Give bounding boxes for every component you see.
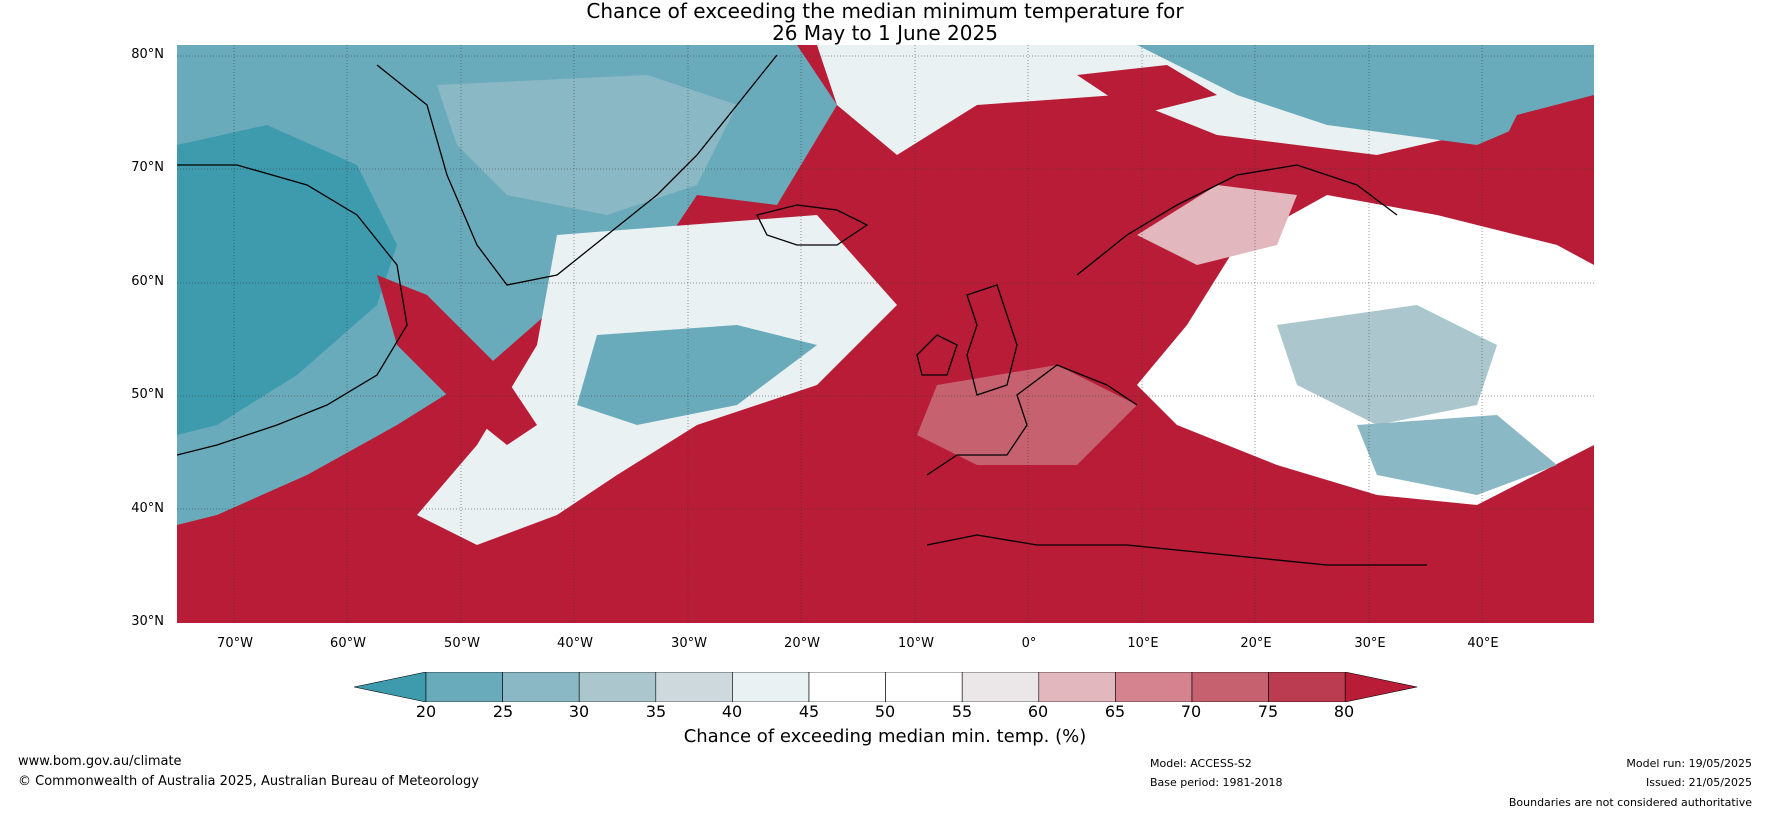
lat-label-80n: 80°N (131, 47, 164, 62)
iberia-moderate-warm-patch (917, 365, 1137, 465)
footer-disclaimer: Boundaries are not considered authoritat… (1508, 796, 1752, 809)
lon-label-20w: 20°W (784, 636, 820, 651)
footer-issued: Issued: 21/05/2025 (1645, 776, 1752, 789)
footer-base-period: Base period: 1981-2018 (1150, 776, 1283, 789)
colorbar-tick-70: 70 (1180, 702, 1202, 721)
footer-model: Model: ACCESS-S2 (1150, 757, 1252, 770)
colorbar-tick-50: 50 (874, 702, 896, 721)
colorbar-tick-35: 35 (645, 702, 667, 721)
lat-label-30n: 30°N (131, 614, 164, 629)
iceland-coast (756, 204, 869, 246)
norway-coast (1076, 164, 1398, 276)
lon-label-0: 0° (1021, 636, 1037, 651)
colorbar-tick-30: 30 (568, 702, 590, 721)
probability-map (177, 45, 1594, 623)
colorbar-label: Chance of exceeding median min. temp. (%… (683, 726, 1087, 747)
british-isles-coast (916, 284, 1018, 396)
colorbar (353, 671, 1418, 703)
colorbar-tick-75: 75 (1257, 702, 1279, 721)
colorbar-tick-40: 40 (721, 702, 743, 721)
colorbar-bin-9 (1115, 671, 1193, 703)
lat-label-70n: 70°N (131, 160, 164, 175)
colorbar-bin-2 (578, 671, 657, 703)
colorbar-bin-8 (1038, 671, 1116, 703)
colorbar-tick-25: 25 (492, 702, 514, 721)
lon-label-30w: 30°W (671, 636, 707, 651)
graticule (177, 45, 1594, 623)
lat-label-60n: 60°N (131, 274, 164, 289)
map-title-line2: 26 May to 1 June 2025 (772, 21, 998, 45)
colorbar-bin-4 (732, 671, 810, 703)
colorbar-bin-3 (655, 671, 733, 703)
colorbar-bin-1 (502, 671, 580, 703)
colorbar-bin-10 (1191, 671, 1269, 703)
mid-atlantic-cool-patch (577, 325, 817, 425)
colorbar-tick-45: 45 (798, 702, 820, 721)
colorbar-tick-20: 20 (415, 702, 437, 721)
footer-url: www.bom.gov.au/climate (18, 754, 182, 769)
colorbar-bin-0 (425, 671, 503, 703)
colorbar-bin-6 (885, 671, 963, 703)
colorbar-graphic (353, 671, 1418, 703)
coastlines (177, 54, 1427, 566)
iberia-france-coast (926, 364, 1138, 476)
colorbar-over-arrow (1344, 671, 1418, 703)
colorbar-bin-11 (1268, 671, 1346, 703)
lon-label-20e: 20°E (1240, 636, 1272, 651)
lon-label-10e: 10°E (1127, 636, 1159, 651)
lat-label-50n: 50°N (131, 387, 164, 402)
lon-label-70w: 70°W (217, 636, 253, 651)
labrador-cool-core (177, 125, 397, 435)
labrador-sea-warm-tongue (377, 275, 537, 445)
lon-label-30e: 30°E (1354, 636, 1386, 651)
barents-warm-patch (1077, 65, 1217, 115)
colorbar-under-arrow (353, 671, 427, 703)
footer-model-run: Model run: 19/05/2025 (1626, 757, 1752, 770)
lon-label-10w: 10°W (898, 636, 934, 651)
north-america-coast (177, 164, 408, 456)
colorbar-tick-80: 80 (1333, 702, 1355, 721)
colorbar-tick-60: 60 (1027, 702, 1049, 721)
lon-label-60w: 60°W (330, 636, 366, 651)
lon-label-40e: 40°E (1467, 636, 1499, 651)
map-title-line1: Chance of exceeding the median minimum t… (586, 0, 1184, 23)
north-africa-coast (926, 534, 1427, 566)
lon-label-50w: 50°W (444, 636, 480, 651)
eastern-margin-warm-patch (1497, 95, 1594, 205)
colorbar-bin-7 (961, 671, 1040, 703)
lat-label-40n: 40°N (131, 501, 164, 516)
colorbar-bin-5 (808, 671, 886, 703)
black-sea-cool-patch (1357, 415, 1557, 495)
scandinavia-neutral-patch (1137, 185, 1297, 265)
greenland-coast (376, 54, 778, 286)
greenland-cool-core (437, 75, 737, 215)
colorbar-tick-55: 55 (951, 702, 973, 721)
eastern-europe-cool-patch (1277, 305, 1497, 425)
colorbar-tick-65: 65 (1104, 702, 1126, 721)
lon-label-40w: 40°W (557, 636, 593, 651)
map-canvas (177, 45, 1594, 623)
barents-cool-region (1137, 45, 1594, 145)
footer-copyright: © Commonwealth of Australia 2025, Austra… (18, 774, 479, 789)
